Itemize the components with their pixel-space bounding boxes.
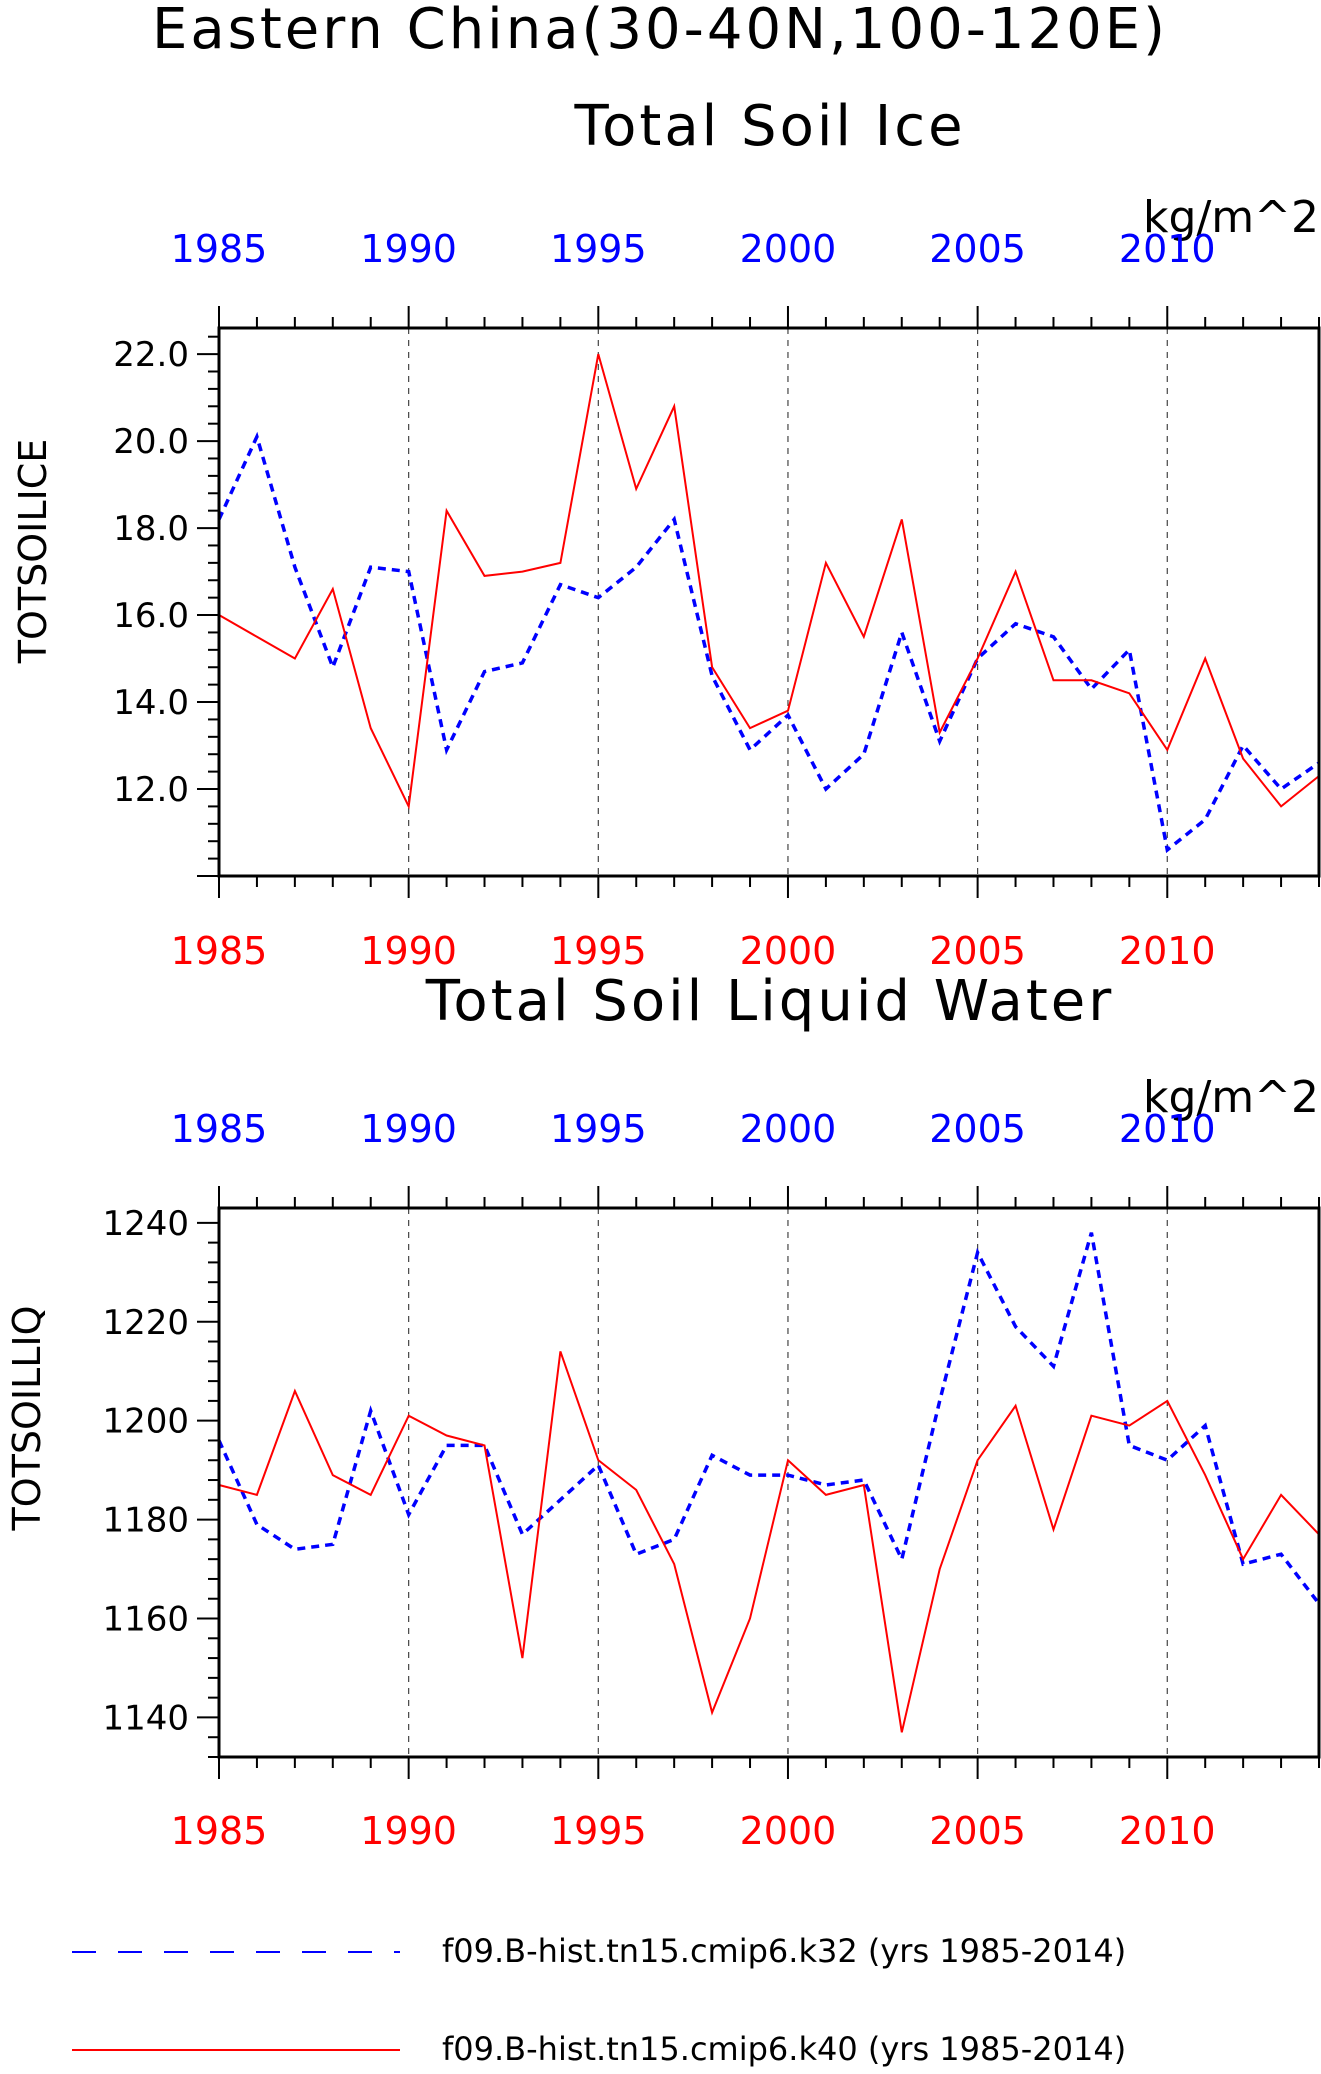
- units-label: kg/m^2: [1143, 192, 1319, 243]
- y-tick-label: 1220: [102, 1303, 189, 1343]
- y-tick-label: 22.0: [113, 335, 189, 375]
- y-axis-label: TOTSOILICE: [11, 439, 55, 665]
- series-line-k32: [217, 1232, 1321, 1605]
- plot-frame: [217, 1206, 1321, 1759]
- x-tick-label-top: 1985: [171, 227, 268, 271]
- x-tick-label-top: 1985: [171, 1107, 268, 1151]
- x-tick-label-top: 2005: [929, 1107, 1026, 1151]
- x-tick-label-bottom: 1985: [171, 1809, 268, 1853]
- x-tick-label-top: 2010: [1119, 1107, 1216, 1151]
- plot-frame: [217, 326, 1321, 878]
- y-tick-label: 20.0: [113, 422, 189, 462]
- x-tick-label-top: 1995: [550, 227, 647, 271]
- x-tick-label-bottom: 2010: [1119, 1809, 1216, 1853]
- x-tick-label-top: 2005: [929, 227, 1026, 271]
- y-tick-label: 1140: [102, 1698, 189, 1738]
- x-tick-label-top: 1995: [550, 1107, 647, 1151]
- plot-area: 1140 1160 1180 1200 1220 1240 1985 1985 1990 1990…: [102, 1107, 1321, 1853]
- x-tick-label-bottom: 1990: [360, 1809, 457, 1853]
- y-tick-label: 14.0: [113, 683, 189, 723]
- y-tick-label: 12.0: [113, 770, 189, 810]
- legend-label: f09.B-hist.tn15.cmip6.k40 (yrs 1985-2014…: [442, 2030, 1126, 2068]
- y-tick-label: 18.0: [113, 509, 189, 549]
- figure-title: Eastern China(30-40N,100-120E): [152, 0, 1168, 62]
- x-tick-label-top: 1990: [360, 227, 457, 271]
- x-tick-label-bottom: 2010: [1119, 929, 1216, 973]
- x-tick-label-bottom: 2005: [929, 1809, 1026, 1853]
- series-line-k40: [218, 1351, 1320, 1733]
- y-tick-label: 16.0: [113, 596, 189, 636]
- legend: f09.B-hist.tn15.cmip6.k32 (yrs 1985-2014…: [72, 1932, 1126, 2068]
- y-axis-label: TOTSOILLIQ: [5, 1305, 49, 1531]
- panel-total-soil-liquid-water: Total Soil Liquid Water kg/m^2 TOTSOILLI…: [5, 969, 1321, 1853]
- x-tick-label-top: 2010: [1119, 227, 1216, 271]
- legend-label: f09.B-hist.tn15.cmip6.k32 (yrs 1985-2014…: [442, 1932, 1126, 1970]
- panel-total-soil-ice: Total Soil Ice kg/m^2 TOTSOILICE 12.0 14.…: [11, 94, 1321, 973]
- panel-title: Total Soil Liquid Water: [425, 969, 1115, 1034]
- x-tick-label-top: 1990: [360, 1107, 457, 1151]
- plot-area: 12.0 14.0 16.0 18.0 20.0 22.0 1985 1985 1990 1990…: [113, 227, 1321, 973]
- x-tick-label-bottom: 2005: [929, 929, 1026, 973]
- x-tick-label-top: 2000: [740, 1107, 837, 1151]
- x-tick-label-bottom: 1995: [550, 929, 647, 973]
- x-tick-label-bottom: 2000: [740, 1809, 837, 1853]
- y-tick-label: 1240: [102, 1204, 189, 1244]
- series-line-k40: [218, 353, 1320, 810]
- x-tick-label-bottom: 1990: [360, 929, 457, 973]
- y-tick-label: 1200: [102, 1402, 189, 1442]
- x-tick-label-bottom: 1985: [171, 929, 268, 973]
- series-line-k32: [217, 431, 1320, 854]
- x-tick-label-bottom: 1995: [550, 1809, 647, 1853]
- units-label: kg/m^2: [1143, 1072, 1319, 1123]
- x-tick-label-bottom: 2000: [740, 929, 837, 973]
- x-tick-label-top: 2000: [740, 227, 837, 271]
- y-tick-label: 1160: [102, 1600, 189, 1640]
- y-tick-label: 1180: [102, 1501, 189, 1541]
- panel-title: Total Soil Ice: [573, 94, 965, 159]
